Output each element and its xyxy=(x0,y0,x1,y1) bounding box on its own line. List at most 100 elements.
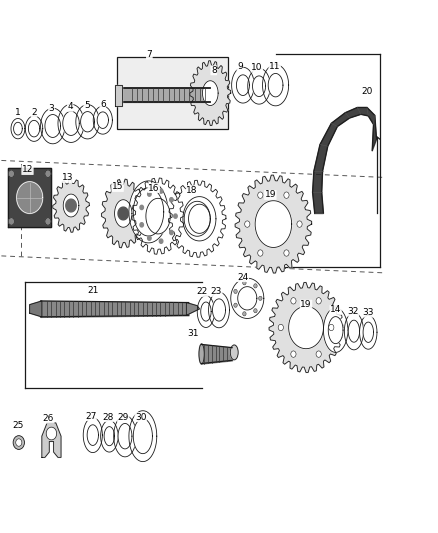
Circle shape xyxy=(8,217,14,225)
Text: 22: 22 xyxy=(197,287,208,296)
Text: 14: 14 xyxy=(330,305,341,314)
Polygon shape xyxy=(42,423,61,457)
Text: 23: 23 xyxy=(211,287,222,296)
Circle shape xyxy=(254,284,257,288)
Circle shape xyxy=(328,324,334,330)
Text: 5: 5 xyxy=(84,101,89,110)
Polygon shape xyxy=(76,104,99,139)
Polygon shape xyxy=(87,425,99,446)
Text: 12: 12 xyxy=(22,166,33,174)
Circle shape xyxy=(148,192,151,196)
Polygon shape xyxy=(17,182,43,214)
Polygon shape xyxy=(118,423,132,449)
Polygon shape xyxy=(11,118,25,139)
Polygon shape xyxy=(208,292,230,328)
Text: 20: 20 xyxy=(361,87,373,96)
Circle shape xyxy=(258,250,263,256)
Circle shape xyxy=(243,312,246,316)
Circle shape xyxy=(234,303,237,308)
Circle shape xyxy=(45,170,51,177)
Polygon shape xyxy=(190,61,231,125)
Polygon shape xyxy=(58,104,84,142)
Circle shape xyxy=(159,239,163,243)
Circle shape xyxy=(284,192,289,198)
Polygon shape xyxy=(45,115,60,138)
Polygon shape xyxy=(360,316,377,349)
Text: 27: 27 xyxy=(85,411,96,421)
Text: 1: 1 xyxy=(15,108,21,117)
Circle shape xyxy=(243,281,246,285)
Polygon shape xyxy=(28,120,40,137)
Polygon shape xyxy=(30,301,42,317)
Polygon shape xyxy=(323,308,348,352)
Polygon shape xyxy=(133,419,152,454)
Circle shape xyxy=(316,351,321,357)
Polygon shape xyxy=(197,296,215,327)
Circle shape xyxy=(297,221,302,227)
Polygon shape xyxy=(232,67,254,103)
Circle shape xyxy=(46,427,57,440)
Polygon shape xyxy=(132,178,184,254)
Text: 8: 8 xyxy=(211,66,217,75)
Text: 6: 6 xyxy=(100,100,106,109)
Polygon shape xyxy=(25,116,43,141)
Circle shape xyxy=(16,439,22,446)
Polygon shape xyxy=(348,320,360,342)
Polygon shape xyxy=(344,312,364,350)
Polygon shape xyxy=(289,306,323,349)
Polygon shape xyxy=(269,282,343,373)
Polygon shape xyxy=(41,108,65,144)
Polygon shape xyxy=(262,64,289,106)
Circle shape xyxy=(170,230,173,235)
Polygon shape xyxy=(93,106,113,134)
Text: 21: 21 xyxy=(87,286,99,295)
Polygon shape xyxy=(201,302,211,321)
Text: 16: 16 xyxy=(148,183,159,192)
Polygon shape xyxy=(235,175,312,273)
Polygon shape xyxy=(268,74,283,97)
Circle shape xyxy=(140,205,144,209)
Polygon shape xyxy=(66,199,76,212)
Text: 30: 30 xyxy=(135,413,146,422)
Polygon shape xyxy=(63,194,79,217)
Text: 19: 19 xyxy=(300,300,312,309)
Circle shape xyxy=(245,221,250,227)
Polygon shape xyxy=(313,108,377,214)
Polygon shape xyxy=(14,122,22,135)
Text: 19: 19 xyxy=(265,190,276,199)
Circle shape xyxy=(258,296,262,301)
Polygon shape xyxy=(186,303,199,316)
Circle shape xyxy=(45,217,51,225)
Circle shape xyxy=(13,435,25,449)
Text: 11: 11 xyxy=(269,62,280,71)
Circle shape xyxy=(284,250,289,256)
Polygon shape xyxy=(114,416,136,457)
Polygon shape xyxy=(363,322,374,342)
Text: 28: 28 xyxy=(102,413,113,422)
Polygon shape xyxy=(146,198,170,234)
Text: 4: 4 xyxy=(67,102,73,111)
Polygon shape xyxy=(255,201,292,247)
Polygon shape xyxy=(238,287,257,310)
Polygon shape xyxy=(97,112,109,128)
Polygon shape xyxy=(83,418,102,453)
Polygon shape xyxy=(328,317,343,344)
Ellipse shape xyxy=(199,344,204,364)
Circle shape xyxy=(291,297,296,304)
Circle shape xyxy=(148,236,151,240)
Text: 31: 31 xyxy=(187,329,199,338)
Text: 7: 7 xyxy=(146,50,152,59)
Polygon shape xyxy=(102,179,145,248)
Text: 13: 13 xyxy=(62,173,74,182)
Bar xyxy=(117,57,228,128)
Polygon shape xyxy=(63,111,79,135)
Text: 3: 3 xyxy=(49,104,54,113)
Polygon shape xyxy=(8,168,51,227)
Polygon shape xyxy=(115,200,132,227)
Circle shape xyxy=(254,309,257,313)
Text: 18: 18 xyxy=(186,185,198,195)
Polygon shape xyxy=(104,426,115,446)
Circle shape xyxy=(159,189,163,193)
Polygon shape xyxy=(53,179,89,232)
Circle shape xyxy=(316,297,321,304)
